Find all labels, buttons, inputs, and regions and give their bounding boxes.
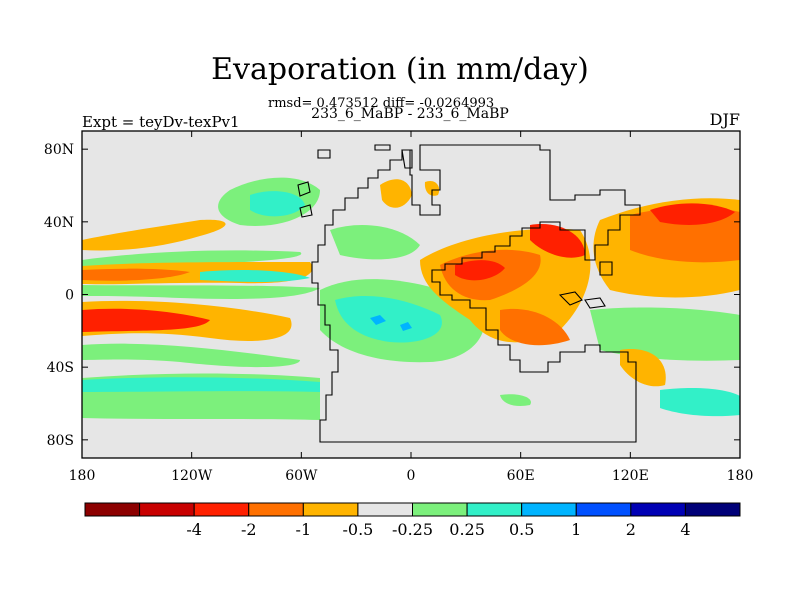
y-tick-label: 0 [65, 288, 74, 304]
colorbar-swatch [193, 502, 250, 517]
x-tick-label: 120W [171, 468, 213, 484]
x-tick-label: 180 [69, 468, 96, 484]
colorbar-label: -4 [186, 520, 202, 539]
land-outlines [297, 144, 641, 443]
colorbar-label: -2 [241, 520, 257, 539]
colorbar-swatch [412, 502, 468, 517]
y-tick-label: 40S [47, 360, 74, 376]
contour-patch-central-blue [370, 315, 412, 331]
colorbar-label: 4 [680, 520, 690, 539]
contour-patch-se-orange [620, 349, 666, 387]
contour-band-cyan-eq [200, 270, 310, 282]
colorbar-label: -0.5 [342, 520, 373, 539]
map-panel [81, 130, 741, 459]
contour-patch-north-green [330, 225, 420, 260]
contour-patch-cyan-nw [250, 191, 305, 217]
colorbar-swatch [84, 502, 141, 517]
island-outline-4 [599, 261, 613, 276]
contour-patch-east-red2 [530, 224, 585, 258]
x-tick-label: 60E [507, 468, 535, 484]
subtitle-text: 233_6_MaBP - 233_6_MaBP [311, 106, 509, 122]
contour-patch-east-darkred [455, 260, 505, 281]
colorbar-label: -0.25 [392, 520, 433, 539]
contour-band-red-eq [82, 268, 190, 281]
contour-band-cyan-sw [82, 377, 320, 392]
colorbar-swatch [466, 502, 523, 517]
island-outline-1 [374, 144, 391, 151]
colorbar-swatch [575, 502, 632, 517]
colorbar-swatch [684, 502, 741, 517]
x-tick-label: 120E [612, 468, 649, 484]
contour-patch-south-green [500, 394, 531, 406]
chart-title: Evaporation (in mm/day) [211, 52, 589, 87]
contour-patch-se-green [590, 307, 740, 361]
contour-band-green-eq [82, 285, 320, 299]
stats-text: rmsd= 0.473512 diff= -0.0264993 [268, 96, 495, 111]
x-tick-label: 60W [285, 468, 318, 484]
experiment-label: Expt = teyDv-texPv1 [82, 113, 240, 131]
colorbar-swatch [630, 502, 686, 517]
y-tick-label: 80N [44, 142, 74, 158]
colorbar: -4 -2 -1 -0.5 -0.25 0.25 0.5 1 2 4 [84, 502, 741, 539]
colorbar-swatch [248, 502, 304, 517]
contour-band-green-south [82, 343, 300, 368]
colorbar-label: -1 [296, 520, 312, 539]
x-tick-label: 180 [727, 468, 754, 484]
island-outline-3 [317, 149, 331, 159]
coast-outline-sm [297, 181, 313, 218]
season-label: DJF [709, 110, 740, 129]
colorbar-label: 0.25 [449, 520, 485, 539]
colorbar-label: 2 [626, 520, 636, 539]
island-outline-2 [401, 149, 413, 169]
colorbar-label: 1 [571, 520, 581, 539]
contour-band-orange-north [82, 219, 226, 251]
contour-patch-se-cyan [660, 387, 740, 417]
colorbar-label: 0.5 [509, 520, 534, 539]
contour-patch-east-orange-south [500, 308, 570, 346]
contour-band-red-south [82, 308, 210, 332]
colorbar-swatch [139, 502, 195, 517]
contour-fields [82, 177, 740, 420]
contour-patch-central-cyan [335, 295, 442, 343]
map-axes: 180 120W 60W 0 60E 120E 180 80N 40N 0 40S 80S [44, 131, 753, 484]
continent-west-outline [311, 144, 641, 443]
y-tick-label: 40N [44, 215, 74, 231]
colorbar-swatch [521, 502, 577, 517]
coast-outline-ne [558, 291, 606, 309]
contour-patch-orange-north [380, 179, 412, 208]
colorbar-swatch [302, 502, 359, 517]
contour-patch-orange-north2 [424, 180, 440, 196]
contour-patch-ne-darkred [650, 203, 735, 225]
contour-band-green-north [82, 250, 302, 266]
x-tick-label: 0 [407, 468, 416, 484]
y-tick-label: 80S [47, 433, 74, 449]
colorbar-swatch [357, 502, 413, 517]
